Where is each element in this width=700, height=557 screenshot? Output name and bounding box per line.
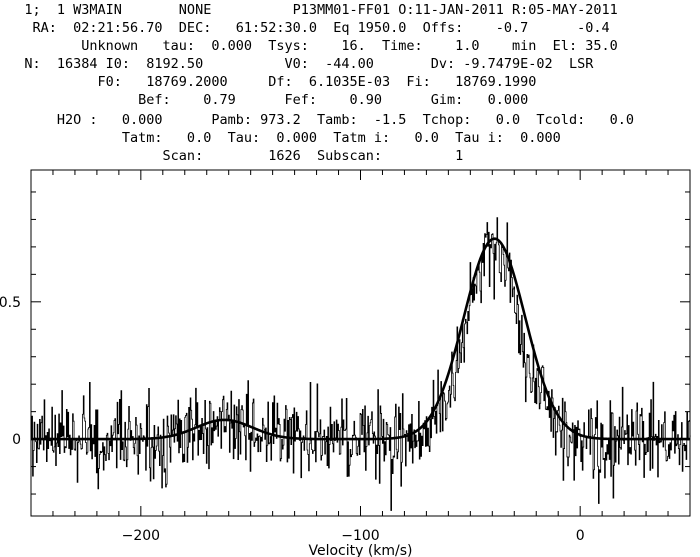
- y-tick-label: 0.5: [0, 295, 21, 311]
- header-line-8: Tatm: 0.0 Tau: 0.000 Tatm i: 0.0 Tau i: …: [0, 130, 561, 146]
- header-line-2: RA: 02:21:56.70 DEC: 61:52:30.0 Eq 1950.…: [0, 20, 610, 36]
- header-line-5: F0: 18769.2000 Df: 6.1035E-03 Fi: 18769.…: [0, 74, 537, 90]
- header-line-7: H2O : 0.000 Pamb: 973.2 Tamb: -1.5 Tchop…: [0, 112, 634, 128]
- header-line-9: Scan: 1626 Subscan: 1: [0, 148, 464, 164]
- header-line-1: 1; 1 W3MAIN NONE P13MM01-FF01 O:11-JAN-2…: [0, 2, 618, 18]
- header-line-6: Bef: 0.79 Fef: 0.90 Gim: 0.000: [0, 92, 529, 108]
- header-line-4: N: 16384 I0: 8192.50 V0: -44.00 Dv: -9.7…: [0, 56, 594, 72]
- x-tick-label: −100: [341, 528, 379, 544]
- header-line-3: Unknown tau: 0.000 Tsys: 16. Time: 1.0 m…: [0, 38, 618, 54]
- x-axis-label: Velocity (km/s): [308, 543, 412, 557]
- x-tick-label: −200: [122, 528, 160, 544]
- gaussian-fit-line: [31, 237, 690, 441]
- spectrum-line: [31, 217, 691, 511]
- plot-frame: [30, 169, 691, 517]
- y-tick-label: 0: [12, 432, 21, 448]
- x-tick-label: 0: [576, 528, 585, 544]
